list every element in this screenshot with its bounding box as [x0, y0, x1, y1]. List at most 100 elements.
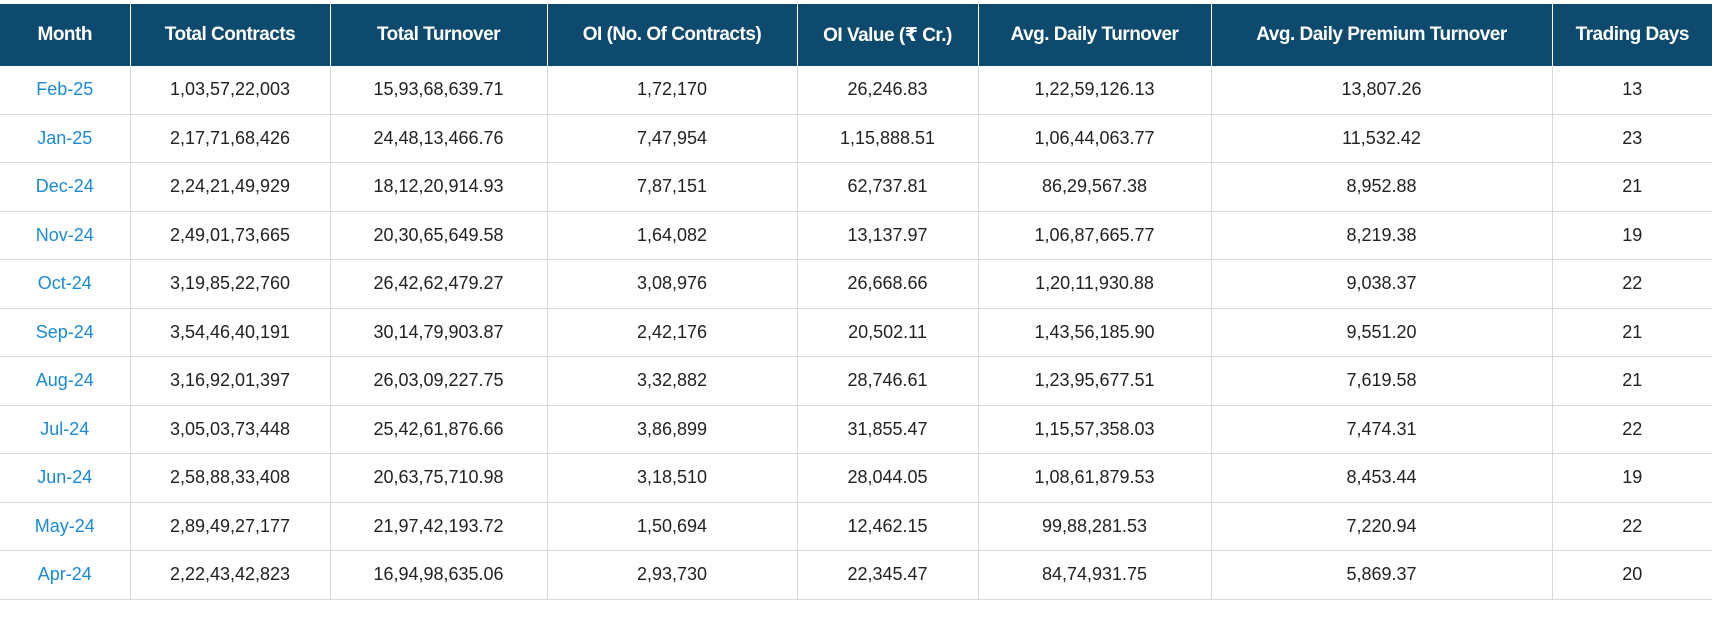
avg-daily-premium-turnover-cell: 7,619.58 [1210, 356, 1553, 406]
month-cell: Oct-24 [0, 259, 131, 309]
table-row: Oct-24 3,19,85,22,760 26,42,62,479.27 3,08,… [0, 259, 1712, 309]
avg-daily-turnover-cell: 1,06,87,665.77 [977, 211, 1212, 260]
month-cell: Aug-24 [0, 356, 131, 406]
avg-daily-turnover-cell: 1,08,61,879.53 [977, 453, 1212, 503]
total-contracts-cell: 2,22,43,42,823 [129, 550, 331, 600]
header-avg-daily-turnover[interactable]: Avg. Daily Turnover [977, 4, 1212, 66]
oi-contracts-cell: 3,32,882 [546, 356, 798, 406]
trading-days-cell: 22 [1551, 502, 1712, 551]
total-turnover-cell: 30,14,79,903.87 [329, 308, 548, 357]
month-link[interactable]: Dec-24 [35, 176, 94, 197]
header-avg-daily-premium-turnover[interactable]: Avg. Daily Premium Turnover [1210, 4, 1553, 66]
total-turnover-cell: 26,42,62,479.27 [329, 259, 548, 309]
trading-days-cell: 19 [1551, 211, 1712, 260]
table-row: Sep-24 3,54,46,40,191 30,14,79,903.87 2,42,… [0, 308, 1712, 357]
oi-contracts-cell: 7,87,151 [546, 162, 798, 212]
oi-contracts-cell: 1,72,170 [546, 66, 798, 115]
table-row: Dec-24 2,24,21,49,929 18,12,20,914.93 7,87,… [0, 162, 1712, 212]
total-contracts-cell: 3,16,92,01,397 [129, 356, 331, 406]
avg-daily-turnover-cell: 1,43,56,185.90 [977, 308, 1212, 357]
oi-contracts-cell: 2,93,730 [546, 550, 798, 600]
oi-value-cell: 26,668.66 [796, 259, 979, 309]
trading-days-cell: 19 [1551, 453, 1712, 503]
total-contracts-cell: 2,17,71,68,426 [129, 114, 331, 163]
oi-contracts-cell: 1,50,694 [546, 502, 798, 551]
total-contracts-cell: 1,03,57,22,003 [129, 66, 331, 115]
oi-contracts-cell: 1,64,082 [546, 211, 798, 260]
avg-daily-turnover-cell: 1,06,44,063.77 [977, 114, 1212, 163]
oi-value-cell: 20,502.11 [796, 308, 979, 357]
table-row: Nov-24 2,49,01,73,665 20,30,65,649.58 1,64,… [0, 211, 1712, 260]
month-link[interactable]: Jan-25 [37, 127, 93, 148]
trading-days-cell: 22 [1551, 405, 1712, 454]
total-turnover-cell: 25,42,61,876.66 [329, 405, 548, 454]
table-row: Jun-24 2,58,88,33,408 20,63,75,710.98 3,18,… [0, 453, 1712, 503]
month-cell: Nov-24 [0, 211, 131, 260]
total-turnover-cell: 20,30,65,649.58 [329, 211, 548, 260]
total-contracts-cell: 3,19,85,22,760 [129, 259, 331, 309]
total-contracts-cell: 2,58,88,33,408 [129, 453, 331, 503]
month-cell: Jan-25 [0, 114, 131, 163]
month-link[interactable]: Jul-24 [40, 418, 90, 439]
trading-days-cell: 21 [1551, 356, 1712, 406]
table-row: May-24 2,89,49,27,177 21,97,42,193.72 1,50,… [0, 502, 1712, 551]
oi-value-cell: 28,746.61 [796, 356, 979, 406]
month-link[interactable]: Sep-24 [35, 321, 94, 342]
avg-daily-turnover-cell: 1,22,59,126.13 [977, 66, 1212, 115]
trading-days-cell: 21 [1551, 308, 1712, 357]
oi-contracts-cell: 2,42,176 [546, 308, 798, 357]
avg-daily-premium-turnover-cell: 8,219.38 [1210, 211, 1553, 260]
header-trading-days[interactable]: Trading Days [1551, 4, 1712, 66]
header-oi-contracts[interactable]: OI (No. Of Contracts) [546, 4, 798, 66]
oi-value-cell: 22,345.47 [796, 550, 979, 600]
oi-contracts-cell: 3,86,899 [546, 405, 798, 454]
month-link[interactable]: Feb-25 [36, 79, 94, 100]
table-header-row: Month Total Contracts Total Turnover OI … [0, 4, 1712, 66]
oi-value-cell: 26,246.83 [796, 66, 979, 115]
avg-daily-turnover-cell: 86,29,567.38 [977, 162, 1212, 212]
month-link[interactable]: Aug-24 [35, 370, 94, 391]
month-cell: Dec-24 [0, 162, 131, 212]
month-link[interactable]: Oct-24 [37, 273, 92, 294]
total-turnover-cell: 21,97,42,193.72 [329, 502, 548, 551]
avg-daily-premium-turnover-cell: 5,869.37 [1210, 550, 1553, 600]
total-contracts-cell: 3,05,03,73,448 [129, 405, 331, 454]
oi-contracts-cell: 7,47,954 [546, 114, 798, 163]
oi-value-cell: 13,137.97 [796, 211, 979, 260]
month-cell: Feb-25 [0, 66, 131, 115]
total-turnover-cell: 26,03,09,227.75 [329, 356, 548, 406]
total-turnover-cell: 20,63,75,710.98 [329, 453, 548, 503]
oi-value-cell: 28,044.05 [796, 453, 979, 503]
avg-daily-turnover-cell: 1,23,95,677.51 [977, 356, 1212, 406]
trading-days-cell: 21 [1551, 162, 1712, 212]
header-total-turnover[interactable]: Total Turnover [329, 4, 548, 66]
avg-daily-turnover-cell: 1,20,11,930.88 [977, 259, 1212, 309]
avg-daily-premium-turnover-cell: 8,952.88 [1210, 162, 1553, 212]
oi-contracts-cell: 3,08,976 [546, 259, 798, 309]
avg-daily-premium-turnover-cell: 7,220.94 [1210, 502, 1553, 551]
avg-daily-premium-turnover-cell: 13,807.26 [1210, 66, 1553, 115]
month-link[interactable]: Nov-24 [35, 224, 94, 245]
month-cell: Sep-24 [0, 308, 131, 357]
header-total-contracts[interactable]: Total Contracts [129, 4, 331, 66]
avg-daily-turnover-cell: 1,15,57,358.03 [977, 405, 1212, 454]
month-cell: May-24 [0, 502, 131, 551]
table-body: Feb-25 1,03,57,22,003 15,93,68,639.71 1,72,… [0, 66, 1712, 600]
month-link[interactable]: May-24 [34, 515, 95, 536]
header-oi-value[interactable]: OI Value (₹ Cr.) [796, 4, 979, 66]
total-turnover-cell: 18,12,20,914.93 [329, 162, 548, 212]
month-link[interactable]: Apr-24 [37, 564, 92, 585]
table-row: Jan-25 2,17,71,68,426 24,48,13,466.76 7,47,… [0, 114, 1712, 163]
month-cell: Apr-24 [0, 550, 131, 600]
month-cell: Jul-24 [0, 405, 131, 454]
trading-days-cell: 22 [1551, 259, 1712, 309]
header-month[interactable]: Month [0, 4, 131, 66]
month-link[interactable]: Jun-24 [37, 467, 93, 488]
oi-value-cell: 31,855.47 [796, 405, 979, 454]
oi-value-cell: 1,15,888.51 [796, 114, 979, 163]
oi-contracts-cell: 3,18,510 [546, 453, 798, 503]
avg-daily-premium-turnover-cell: 7,474.31 [1210, 405, 1553, 454]
avg-daily-premium-turnover-cell: 9,038.37 [1210, 259, 1553, 309]
trading-days-cell: 20 [1551, 550, 1712, 600]
